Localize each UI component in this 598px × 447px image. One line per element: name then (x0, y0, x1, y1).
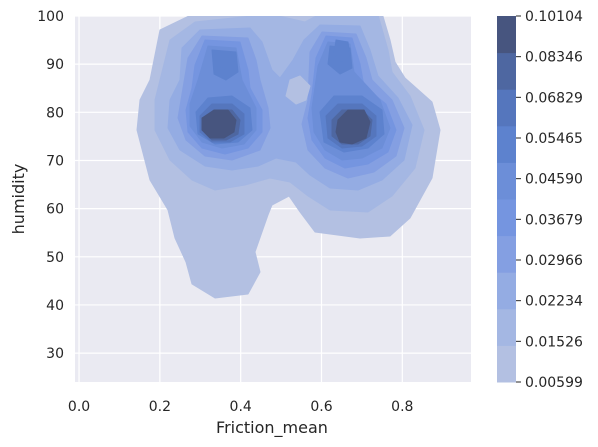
colorbar-segment (497, 235, 516, 273)
colorbar: 0.00599 0.01526 0.02234 0.02966 0.03679 0.045… (497, 9, 583, 391)
colorbar-segment (497, 16, 516, 54)
x-tick-label: 0.2 (149, 399, 171, 415)
colorbar-tick-label: 0.01526 (525, 334, 583, 350)
density-band-level-9 (335, 109, 371, 145)
y-axis-ticks: 30 40 50 60 70 80 90 100 (37, 9, 64, 362)
colorbar-segment (497, 125, 516, 163)
colorbar-segment (497, 199, 516, 237)
x-tick-label: 0.6 (310, 399, 332, 415)
colorbar-segment (497, 272, 516, 310)
colorbar-tick-label: 0.02234 (525, 294, 583, 310)
density-band-level-6 (333, 39, 351, 63)
y-tick-label: 40 (46, 298, 64, 314)
colorbar-tick-label: 0.04590 (525, 172, 583, 188)
colorbar-segment (497, 308, 516, 346)
colorbar-segment (497, 345, 516, 383)
y-tick-label: 90 (46, 57, 64, 73)
x-axis-label: Friction_mean (216, 418, 328, 438)
colorbar-segment (497, 89, 516, 127)
y-tick-label: 70 (46, 153, 64, 169)
y-tick-label: 80 (46, 105, 64, 121)
colorbar-tick-label: 0.08346 (525, 50, 583, 66)
colorbar-segment (497, 52, 516, 90)
density-band-level-0 (285, 75, 311, 105)
colorbar-tick-label: 0.05465 (525, 131, 583, 147)
colorbar-segment (497, 162, 516, 200)
density-band-level-6 (217, 51, 235, 71)
density-band-level-9 (201, 109, 237, 139)
x-axis-ticks: 0.0 0.2 0.4 0.6 0.8 (68, 399, 414, 415)
y-tick-label: 30 (46, 346, 64, 362)
colorbar-tick-label: 0.03679 (525, 212, 583, 228)
x-tick-label: 0.0 (68, 399, 90, 415)
colorbar-tick-label: 0.02966 (525, 253, 583, 269)
y-tick-label: 50 (46, 250, 64, 266)
colorbar-tick-label: 0.06829 (525, 90, 583, 106)
x-tick-label: 0.4 (230, 399, 252, 415)
colorbar-tick-label: 0.10104 (525, 9, 583, 25)
colorbar-tick-label: 0.00599 (525, 375, 583, 391)
density-contours (136, 16, 441, 299)
y-axis-label: humidity (9, 164, 28, 235)
y-tick-label: 60 (46, 202, 64, 218)
y-tick-label: 100 (37, 9, 64, 25)
x-tick-label: 0.8 (391, 399, 413, 415)
